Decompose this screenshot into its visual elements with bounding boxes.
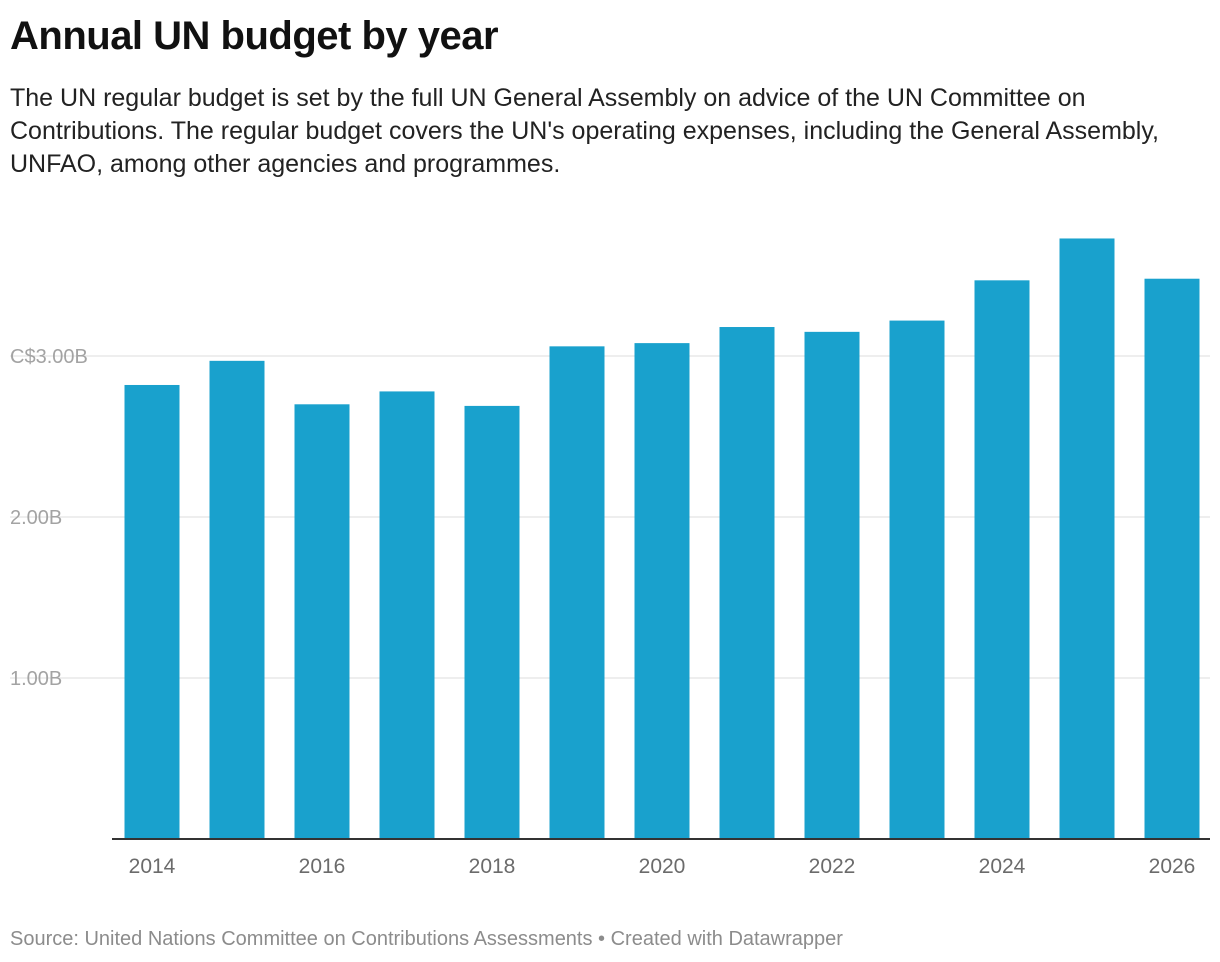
y-tick-label: C$3.00B (10, 346, 88, 368)
bar-2018[interactable] (464, 405, 520, 839)
bars (124, 238, 1200, 840)
bar-2015[interactable] (209, 360, 265, 839)
x-tick-label: 2016 (299, 855, 346, 878)
chart-subtitle: The UN regular budget is set by the full… (10, 84, 1159, 178)
y-tick-label: 1.00B (10, 668, 62, 690)
y-tick-label: 2.00B (10, 507, 62, 529)
source-note: Source: United Nations Committee on Cont… (10, 928, 843, 950)
x-tick-label: 2024 (979, 855, 1026, 878)
bar-2022[interactable] (804, 331, 860, 839)
bar-2025[interactable] (1059, 238, 1115, 840)
y-axis-labels: 1.00B 2.00B C$3.00B (10, 346, 88, 690)
x-tick-label: 2022 (809, 855, 856, 878)
bar-2023[interactable] (889, 320, 945, 839)
x-tick-label: 2020 (639, 855, 686, 878)
bar-2026[interactable] (1144, 278, 1200, 840)
bar-2016[interactable] (294, 404, 350, 839)
bar-2019[interactable] (549, 346, 605, 839)
bar-2017[interactable] (379, 391, 435, 839)
x-axis-labels: 2014 2016 2018 2020 2022 2024 2026 (129, 855, 1196, 878)
bar-2021[interactable] (719, 327, 775, 839)
bar-2024[interactable] (974, 280, 1030, 839)
chart-title: Annual UN budget by year (10, 14, 499, 58)
x-tick-label: 2018 (469, 855, 516, 878)
bar-2014[interactable] (124, 384, 180, 839)
x-tick-label: 2026 (1149, 855, 1196, 878)
gridlines (10, 355, 1210, 679)
x-tick-label: 2014 (129, 855, 176, 878)
bar-2020[interactable] (634, 343, 690, 839)
